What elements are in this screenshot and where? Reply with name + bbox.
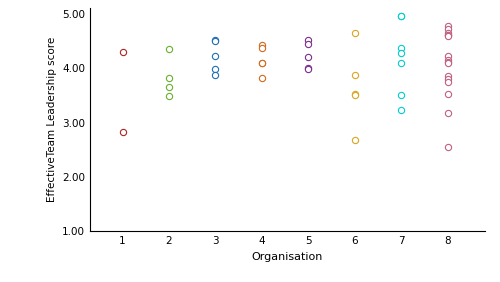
Y-axis label: EffectiveTeam Leadership score: EffectiveTeam Leadership score [46, 37, 56, 202]
X-axis label: Organisation: Organisation [252, 252, 323, 262]
